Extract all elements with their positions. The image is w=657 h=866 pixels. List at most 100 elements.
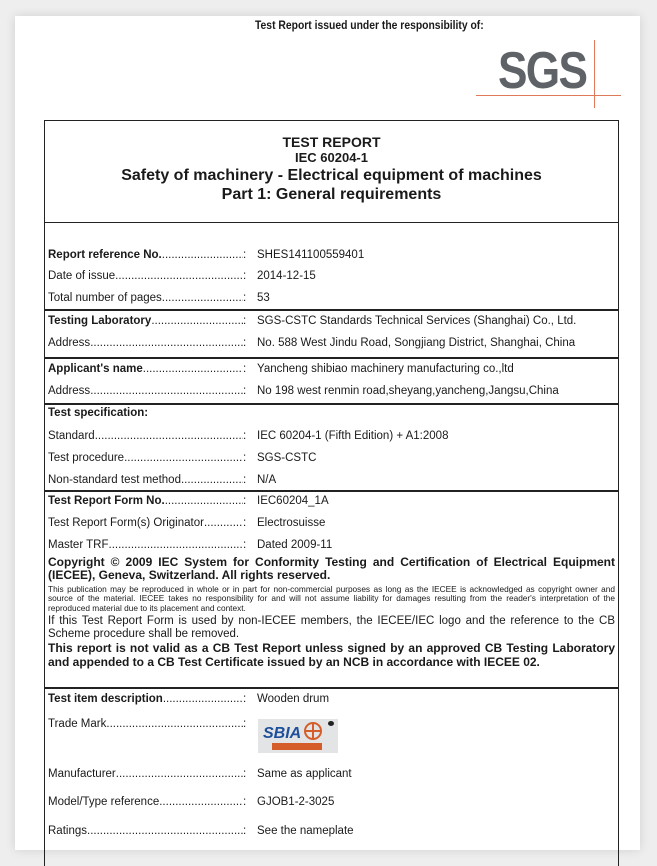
field-value: SGS-CSTC — [257, 452, 317, 464]
logo-horizontal-line — [476, 95, 621, 96]
field-value: Wooden drum — [257, 693, 330, 705]
field-colon: : — [243, 452, 247, 464]
field-label-text: Test specification: — [48, 407, 149, 419]
copyright-notice: Copyright © 2009 IEC System for Conformi… — [48, 555, 615, 583]
field-label-text: Model/Type reference — [48, 796, 160, 808]
field-label-text: Testing Laboratory — [48, 315, 152, 327]
field-colon: : — [243, 363, 247, 375]
field-label-text: Report reference No. — [48, 249, 162, 261]
field-colon: : — [243, 825, 247, 837]
dot-leader — [90, 337, 243, 349]
dot-leader — [109, 539, 244, 551]
field-label: Trade Mark — [48, 718, 243, 730]
field-colon: : — [243, 796, 247, 808]
field-row: Address: No. 588 West Jindu Road, Songjia… — [48, 333, 613, 353]
field-label: Model/Type reference — [48, 796, 243, 808]
title-line-1: TEST REPORT — [282, 134, 381, 150]
field-colon: : — [243, 768, 247, 780]
field-label: Master TRF — [48, 539, 243, 551]
wheel-icon — [304, 722, 322, 740]
field-label: Manufacturer — [48, 768, 243, 780]
field-label-text: Address — [48, 337, 91, 349]
field-row: Testing Laboratory: SGS-CSTC Standards Te… — [48, 311, 613, 331]
field-label: Test Report Form(s) Originator — [48, 517, 243, 529]
field-label: Date of issue — [48, 270, 243, 282]
field-colon: : — [243, 249, 247, 261]
dot-leader — [87, 825, 243, 837]
field-value: See the nameplate — [257, 825, 354, 837]
title-line-3: Safety of machinery - Electrical equipme… — [121, 167, 542, 184]
field-label-text: Total number of pages — [48, 292, 162, 304]
field-label-text: Date of issue — [48, 270, 116, 282]
field-colon: : — [243, 495, 247, 507]
field-label: Test item description — [48, 693, 243, 705]
field-row: Model/Type reference: GJOB1-2-3025 — [48, 792, 613, 812]
field-value: Electrosuisse — [257, 517, 326, 529]
field-row: Date of issue:2014-12-15 — [48, 266, 613, 286]
field-value: SHES141100559401 — [257, 249, 365, 261]
report-table: TEST REPORT IEC 60204-1 Safety of machin… — [44, 120, 619, 866]
field-label: Address — [48, 337, 243, 349]
field-row: Standard: IEC 60204-1 (Fifth Edition) + A… — [48, 426, 613, 446]
field-colon: : — [243, 270, 247, 282]
field-colon: : — [243, 430, 247, 442]
field-label: Applicant's name — [48, 363, 243, 375]
field-row: Test procedure: SGS-CSTC — [48, 448, 613, 468]
field-row: Test item description: Wooden drum — [48, 689, 613, 709]
field-label: Test procedure — [48, 452, 243, 464]
field-row: Test specification: — [48, 403, 613, 423]
title-line-2: IEC 60204-1 — [295, 150, 368, 165]
copyright-block: Copyright © 2009 IEC System for Conformi… — [48, 555, 615, 669]
dot-leader — [165, 495, 243, 507]
divider — [45, 687, 618, 689]
field-colon: : — [243, 517, 247, 529]
field-label-text: Ratings — [48, 825, 87, 837]
field-label-text: Standard — [48, 430, 95, 442]
field-row: Non-standard test method: N/A — [48, 470, 613, 490]
sgs-logo-text: SGS — [498, 42, 588, 100]
sgs-logo: SGS — [476, 40, 621, 110]
field-colon: : — [243, 315, 247, 327]
field-label: Testing Laboratory — [48, 315, 243, 327]
field-colon: : — [243, 385, 247, 397]
dot-leader — [162, 249, 243, 261]
field-label: Standard — [48, 430, 243, 442]
field-row: Address: No 198 west renmin road,sheyang,… — [48, 381, 613, 401]
field-label-text: Address — [48, 385, 91, 397]
field-label: Test Report Form No. — [48, 495, 243, 507]
dot-leader — [115, 270, 243, 282]
field-colon: : — [243, 474, 247, 486]
field-colon: : — [243, 693, 247, 705]
dot-leader — [181, 474, 243, 486]
field-row: Manufacturer: Same as applicant — [48, 764, 613, 784]
field-label: Total number of pages — [48, 292, 243, 304]
field-label-text: Test procedure — [48, 452, 125, 464]
field-label: Test specification: — [48, 407, 243, 419]
field-colon: : — [243, 539, 247, 551]
registered-mark-icon — [328, 721, 334, 726]
field-row: Master TRF: Dated 2009-11 — [48, 535, 613, 555]
divider — [45, 309, 618, 311]
field-value: GJOB1-2-3025 — [257, 796, 335, 808]
field-row: Trade Mark: — [48, 714, 613, 734]
field-colon: : — [243, 337, 247, 349]
validity-notice: This report is not valid as a CB Test Re… — [48, 641, 615, 669]
divider — [45, 403, 618, 405]
field-row: Ratings: See the nameplate — [48, 821, 613, 841]
field-row: Test Report Form No.: IEC60204_1A — [48, 491, 613, 511]
trade-mark-logo-text: SBIA — [263, 725, 302, 742]
dot-leader — [159, 796, 243, 808]
field-label: Address — [48, 385, 243, 397]
field-row: Applicant's name: Yancheng shibiao machin… — [48, 359, 613, 379]
field-value: 2014-12-15 — [257, 270, 316, 282]
field-value: N/A — [257, 474, 277, 486]
field-value: IEC 60204-1 (Fifth Edition) + A1:2008 — [257, 430, 449, 442]
dot-leader — [95, 430, 243, 442]
field-row: Report reference No.: SHES141100559401 — [48, 245, 613, 265]
field-value: Same as applicant — [257, 768, 352, 780]
field-row: Total number of pages:53 — [48, 288, 613, 308]
field-colon: : — [243, 718, 247, 730]
field-label-text: Applicant's name — [48, 363, 143, 375]
field-label: Ratings — [48, 825, 243, 837]
dot-leader — [124, 452, 243, 464]
